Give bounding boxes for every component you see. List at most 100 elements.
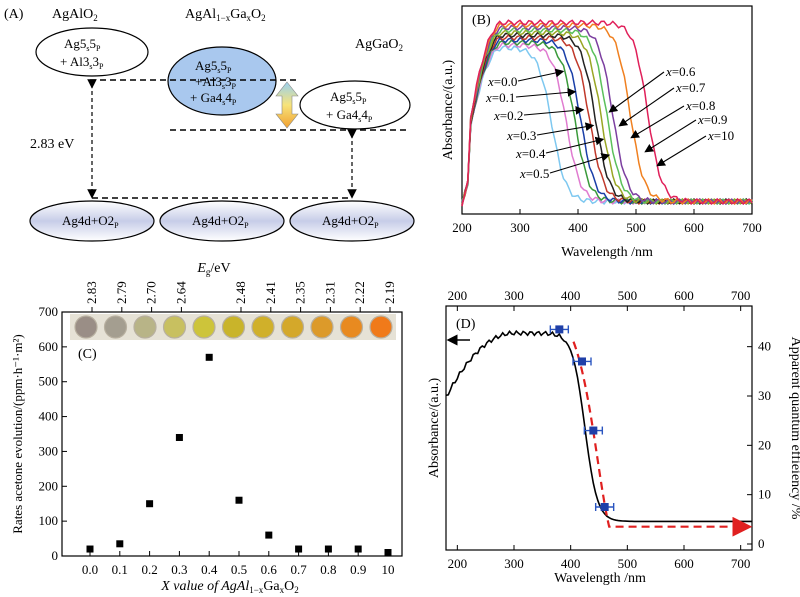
band-text: Ag5s5P bbox=[64, 36, 101, 53]
header-agalgao2: AgAl1−xGaxO2 bbox=[185, 7, 266, 23]
series-label: x=0.3 bbox=[506, 128, 536, 143]
panel-d-frame bbox=[445, 305, 753, 551]
x-tick-label: 0.0 bbox=[82, 562, 98, 577]
qe-point bbox=[600, 503, 609, 511]
band-text: + Ga4s4P bbox=[326, 107, 373, 124]
series-pointer bbox=[515, 88, 577, 98]
top-tick-label: 300 bbox=[504, 288, 524, 303]
series-pointer bbox=[618, 87, 675, 127]
series-pointer bbox=[523, 106, 585, 116]
sample-swatch bbox=[221, 315, 246, 339]
y-tick-label: 200 bbox=[39, 478, 59, 493]
panel-c-label: (C) bbox=[78, 347, 97, 362]
band-text: Ag5s5P bbox=[195, 58, 232, 75]
y-tick-label: 400 bbox=[39, 409, 59, 424]
top-tick-label: 2.64 bbox=[173, 281, 188, 304]
series-label: x=0.6 bbox=[665, 64, 696, 79]
x-tick-label: 400 bbox=[561, 556, 581, 571]
series-label: x=0.7 bbox=[675, 80, 706, 95]
absorbance-series bbox=[461, 26, 753, 206]
panel-d-right-ticks: 0 10 20 30 40 bbox=[747, 339, 771, 551]
aggao2-conduction-band bbox=[299, 80, 411, 130]
panel-b-xticks: 200 300 400 500 600 700 bbox=[452, 209, 762, 235]
quantum-efficiency-series bbox=[549, 325, 753, 537]
y2-tick-label: 20 bbox=[758, 437, 771, 452]
sample-swatch bbox=[280, 315, 305, 339]
agalgao2-conduction-band bbox=[167, 46, 277, 116]
rate-point bbox=[235, 496, 243, 504]
panel-c-top-ticks: 2.83 2.79 2.70 2.64 2.48 2.41 2.35 2.31 2.22 2.19 bbox=[84, 281, 397, 312]
top-tick-label: 500 bbox=[618, 288, 638, 303]
y2-tick-label: 10 bbox=[758, 487, 771, 502]
x-tick-label: 600 bbox=[674, 556, 694, 571]
x-tick-label: 200 bbox=[448, 556, 468, 571]
panel-c-ylabel: Rates acetone evolution/(ppm·h⁻¹·m²) bbox=[10, 334, 25, 534]
sample-swatch bbox=[133, 315, 157, 339]
rate-point bbox=[354, 545, 362, 553]
qe-point bbox=[589, 426, 598, 435]
sample-swatch bbox=[251, 315, 275, 339]
x-tick-label: 700 bbox=[742, 220, 762, 235]
rate-point bbox=[324, 545, 332, 553]
y2-tick-label: 0 bbox=[758, 536, 765, 551]
x-tick-label: 0.6 bbox=[261, 562, 278, 577]
panel-b: (B) 200 300 400 500 600 700 Wavelength /nm Ab… bbox=[441, 5, 762, 260]
sample-swatch bbox=[162, 315, 187, 339]
rate-point bbox=[116, 540, 124, 548]
panel-a: (A) AgAlO2 AgAl1−xGaxO2 AgGaO2 Ag5s5P + … bbox=[4, 7, 415, 242]
top-tick-label: 2.79 bbox=[114, 281, 129, 304]
series-pointer bbox=[517, 68, 565, 82]
top-tick-label: 2.31 bbox=[322, 281, 337, 304]
band-text: + Al3s3P bbox=[60, 54, 104, 71]
y2-tick-label: 40 bbox=[758, 339, 771, 354]
header-aggao2: AgGaO2 bbox=[355, 37, 403, 53]
band-text: +Al3s3P bbox=[195, 74, 236, 91]
panel-b-series-labels: x=0.0x=0.1 x=0.2 x=0.3 x=0.4 x=0.5 x=0.6x=0.7… bbox=[485, 64, 734, 181]
x-tick-label: 500 bbox=[618, 556, 638, 571]
series-label: x=0.8 bbox=[685, 98, 715, 113]
y2-tick-label: 30 bbox=[758, 388, 771, 403]
top-tick-label: 2.83 bbox=[84, 281, 99, 304]
panel-b-ylabel: Absorbance/(a.u.) bbox=[441, 60, 456, 161]
series-label: x=0.4 bbox=[515, 146, 546, 161]
x-tick-label: 10 bbox=[382, 562, 395, 577]
x-tick-label: 0.1 bbox=[112, 562, 128, 577]
gap-label: 2.83 eV bbox=[30, 137, 74, 152]
panel-d-ylabel: Absorbance/(a.u.) bbox=[427, 378, 442, 479]
absorbance-series bbox=[461, 19, 753, 207]
x-tick-label: 700 bbox=[731, 556, 751, 571]
x-tick-label: 0.7 bbox=[290, 562, 307, 577]
panel-b-curves bbox=[461, 19, 753, 207]
series-label: x=0.5 bbox=[519, 166, 549, 181]
top-tick-label: 2.22 bbox=[352, 281, 367, 304]
panel-c-xlabel: X value of AgAl1−xGaxO2 bbox=[160, 579, 299, 595]
agalgao2-valence-band bbox=[159, 200, 285, 242]
x-tick-label: 0.4 bbox=[201, 562, 218, 577]
rate-point bbox=[86, 545, 94, 553]
series-pointer bbox=[608, 71, 665, 113]
panel-c-frame bbox=[61, 311, 403, 557]
rate-point bbox=[384, 549, 392, 557]
series-pointer bbox=[549, 153, 611, 174]
series-label: x=0.1 bbox=[485, 90, 515, 105]
series-label: x=0.0 bbox=[487, 74, 517, 89]
y-tick-label: 0 bbox=[52, 548, 59, 563]
x-tick-label: 200 bbox=[452, 220, 472, 235]
rate-point bbox=[265, 531, 273, 539]
absorbance-curve bbox=[445, 329, 752, 523]
top-tick-label: 2.48 bbox=[233, 281, 248, 304]
panel-c: Eg/eV 2.83 2.79 2.70 2.64 2.48 2.41 2.35 2.31 2.… bbox=[10, 261, 403, 595]
header-agalo2: AgAlO2 bbox=[52, 7, 98, 23]
rate-point bbox=[205, 353, 213, 361]
panel-d-label: (D) bbox=[456, 317, 476, 332]
qe-point bbox=[555, 325, 564, 334]
series-label: x=0.9 bbox=[697, 112, 727, 127]
band-text: Ag4d+O2P bbox=[322, 213, 379, 230]
y-tick-label: 500 bbox=[39, 374, 59, 389]
band-text: Ag4d+O2P bbox=[62, 213, 119, 230]
panel-d: (D) 200 300 400 500 600 700 200 300 400 500 600 70… bbox=[427, 288, 800, 586]
x-tick-label: 500 bbox=[626, 220, 646, 235]
panel-c-top-axis-label: Eg/eV bbox=[196, 261, 230, 277]
panel-c-points bbox=[86, 353, 392, 557]
